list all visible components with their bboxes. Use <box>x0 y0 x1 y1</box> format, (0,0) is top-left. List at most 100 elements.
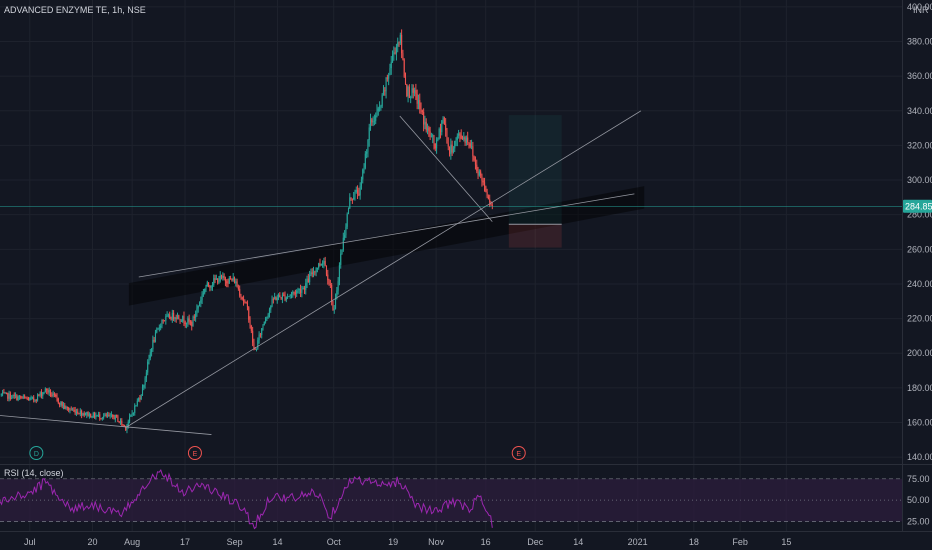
candle-body <box>56 396 58 399</box>
candle-body <box>140 395 142 399</box>
candle-body <box>30 397 32 399</box>
candle-body <box>138 398 140 401</box>
candle-body <box>334 297 337 309</box>
candle-body <box>255 348 258 350</box>
candle-body <box>272 299 274 301</box>
candle-body <box>397 42 399 47</box>
trendline <box>125 110 642 428</box>
candle-body <box>274 296 276 300</box>
drawing-layer-front <box>0 110 902 435</box>
candle-body <box>344 235 346 238</box>
candle-body <box>42 392 44 396</box>
candle-body <box>257 340 259 349</box>
candle-body <box>53 393 55 395</box>
candle-body <box>347 208 350 215</box>
candle-body <box>311 272 313 274</box>
candle-body <box>416 94 418 104</box>
candle-body <box>366 152 368 154</box>
candle-body <box>248 307 250 320</box>
candle-body <box>51 395 53 396</box>
candle-body <box>64 405 66 409</box>
candle-body <box>226 281 228 284</box>
candle-body <box>224 278 226 282</box>
candle-body <box>284 295 286 300</box>
candle-body <box>402 53 404 60</box>
candle-body <box>386 77 388 79</box>
candle-body <box>60 401 62 405</box>
last-price-label-bg <box>903 199 932 213</box>
candle-body <box>171 312 173 320</box>
candle-body <box>372 121 374 123</box>
candle-body <box>233 277 236 284</box>
candle-body <box>244 301 246 303</box>
candle-body <box>16 395 18 401</box>
time-tick-label: Nov <box>428 537 445 547</box>
candle-body <box>407 86 409 97</box>
time-tick-label: 14 <box>273 537 283 547</box>
candle-body <box>205 286 207 289</box>
candle-body <box>381 94 383 107</box>
candle-body <box>20 396 22 398</box>
candle-body <box>293 292 295 293</box>
candle-body <box>415 90 417 95</box>
candle-body <box>459 133 461 136</box>
candle-body <box>149 352 151 359</box>
rsi-level-label: 50.00 <box>907 495 930 505</box>
candle-body <box>0 394 2 396</box>
candle-body <box>123 424 125 427</box>
candle-body <box>250 325 252 331</box>
candle-body <box>249 319 251 326</box>
candle-body <box>184 322 186 324</box>
candle-body <box>380 106 382 108</box>
time-tick-label: 2021 <box>628 537 648 547</box>
candle-body <box>183 316 185 323</box>
candle-body <box>90 413 92 418</box>
candle-body <box>325 265 328 275</box>
candle-body <box>265 318 267 322</box>
candle-body <box>425 121 427 131</box>
price-tick-label: 360.00 <box>907 71 932 81</box>
candle-body <box>214 278 216 280</box>
candle-body <box>206 282 208 287</box>
candle-body <box>237 287 239 290</box>
candle-body <box>22 396 24 398</box>
candle-body <box>228 278 230 284</box>
candle-body <box>125 426 127 430</box>
candle-body <box>13 395 15 396</box>
candle-body <box>182 316 184 322</box>
candle-body <box>186 323 188 325</box>
candle-body <box>110 414 112 416</box>
candle-body <box>469 143 471 147</box>
candle-body <box>315 268 317 273</box>
candle-body <box>421 110 423 112</box>
candle-body <box>448 146 451 154</box>
price-tick-label: 140.00 <box>907 452 932 462</box>
candle-body <box>126 425 128 430</box>
candle-body <box>189 321 191 323</box>
time-tick-label: Aug <box>124 537 140 547</box>
candles-layer <box>0 29 493 434</box>
candle-body <box>127 421 129 426</box>
rsi-title: RSI (14, close) <box>4 468 64 478</box>
candle-body <box>467 137 469 143</box>
candle-body <box>371 119 373 123</box>
candle-body <box>204 288 206 294</box>
candle-body <box>134 405 136 413</box>
candle-body <box>208 282 210 286</box>
candle-body <box>49 390 52 396</box>
candle-body <box>391 53 394 62</box>
candle-body <box>92 412 94 418</box>
candle-body <box>165 316 167 321</box>
candle-body <box>94 412 96 418</box>
candle-body <box>310 272 312 275</box>
candle-body <box>338 264 340 282</box>
last-price-label: 284.85 <box>905 201 932 211</box>
candle-body <box>468 142 470 144</box>
rsi-panel <box>0 469 902 530</box>
candle-body <box>359 185 361 196</box>
candle-body <box>5 392 8 394</box>
candle-body <box>302 287 304 290</box>
candle-body <box>162 319 164 321</box>
